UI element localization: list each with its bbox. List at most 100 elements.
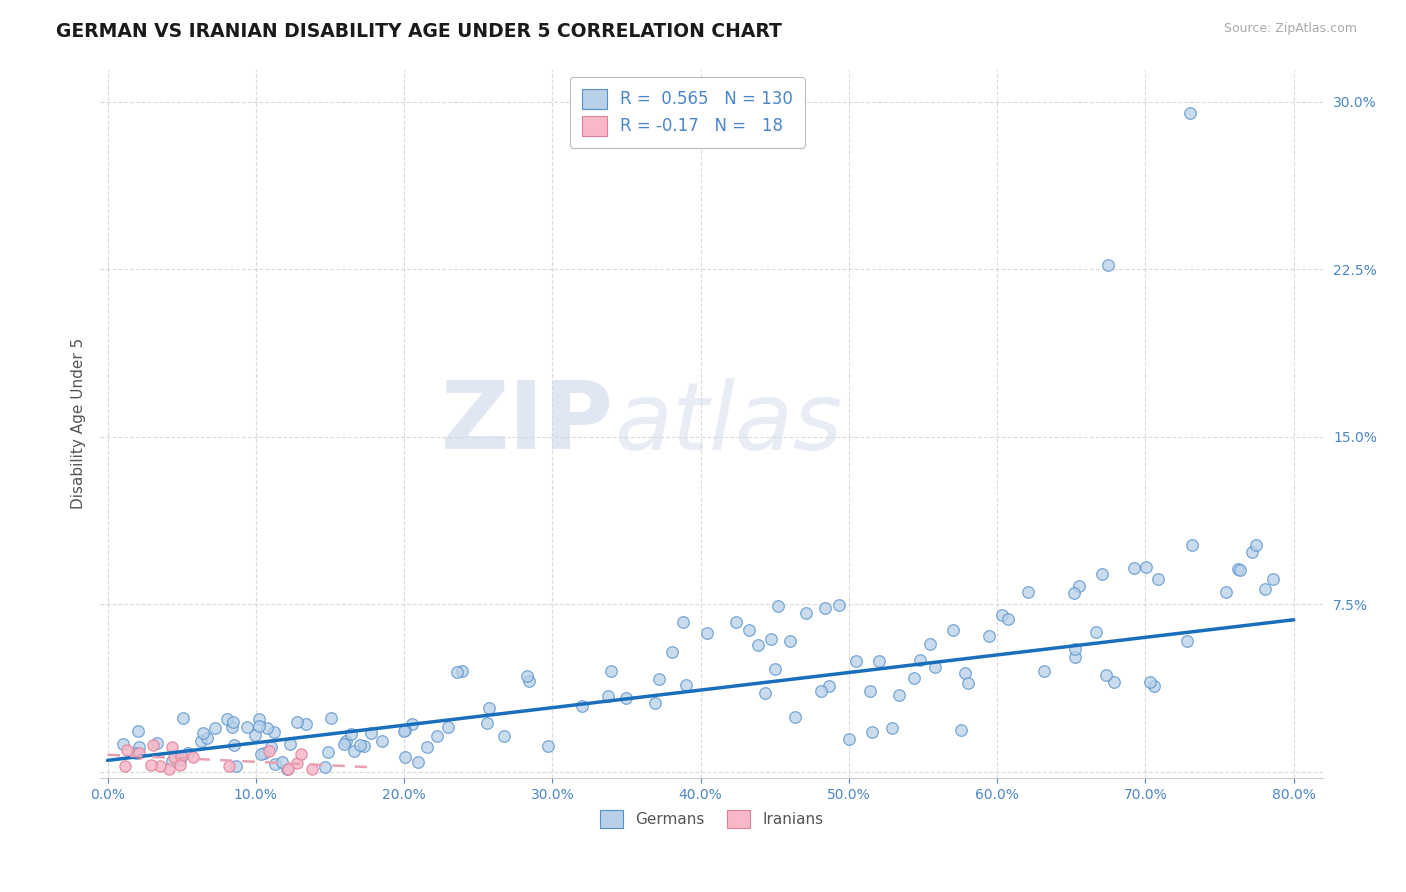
Point <box>977 629 1000 643</box>
Point <box>1226 562 1249 576</box>
Point <box>672 615 695 630</box>
Point <box>426 730 449 744</box>
Point <box>222 739 245 753</box>
Text: GERMAN VS IRANIAN DISABILITY AGE UNDER 5 CORRELATION CHART: GERMAN VS IRANIAN DISABILITY AGE UNDER 5… <box>56 22 782 41</box>
Point <box>950 723 973 737</box>
Point <box>763 662 786 676</box>
Point <box>1143 679 1166 693</box>
Point <box>598 689 620 703</box>
Point <box>127 724 149 739</box>
Point <box>222 715 245 730</box>
Point <box>333 737 356 751</box>
Point <box>1017 584 1039 599</box>
Point <box>1033 664 1056 678</box>
Point <box>115 743 138 757</box>
Point <box>343 744 366 758</box>
Point <box>169 757 191 772</box>
Point <box>1178 106 1201 120</box>
Point <box>675 678 697 692</box>
Point <box>181 750 204 764</box>
Point <box>1139 674 1161 689</box>
Point <box>270 755 292 769</box>
Point <box>314 760 336 774</box>
Point <box>221 720 243 734</box>
Point <box>243 728 266 742</box>
Point <box>128 746 150 760</box>
Point <box>647 672 669 686</box>
Point <box>475 716 498 731</box>
Point <box>478 701 501 715</box>
Point <box>204 721 226 735</box>
Point <box>250 747 273 762</box>
Text: Source: ZipAtlas.com: Source: ZipAtlas.com <box>1223 22 1357 36</box>
Point <box>600 664 623 678</box>
Point <box>1215 585 1237 599</box>
Point <box>1063 585 1085 599</box>
Point <box>114 759 136 773</box>
Point <box>146 736 169 750</box>
Point <box>287 756 309 771</box>
Point <box>172 710 194 724</box>
Point <box>259 744 281 758</box>
Point <box>290 747 312 761</box>
Point <box>571 698 593 713</box>
Point <box>406 756 429 770</box>
Point <box>170 749 193 764</box>
Point <box>191 726 214 740</box>
Point <box>394 749 416 764</box>
Point <box>149 759 172 773</box>
Point <box>169 754 191 768</box>
Point <box>157 762 180 776</box>
Point <box>436 719 458 733</box>
Point <box>394 723 416 737</box>
Point <box>1261 572 1284 586</box>
Point <box>321 711 343 725</box>
Point <box>247 719 270 733</box>
Point <box>349 738 371 752</box>
Point <box>810 683 832 698</box>
Point <box>868 655 890 669</box>
Point <box>287 714 309 729</box>
Point <box>278 738 301 752</box>
Point <box>887 688 910 702</box>
Point <box>759 632 782 646</box>
Point <box>1240 545 1263 559</box>
Point <box>738 623 761 637</box>
Point <box>1181 538 1204 552</box>
Point <box>260 740 283 755</box>
Point <box>1094 667 1116 681</box>
Point <box>163 750 186 764</box>
Point <box>844 654 866 668</box>
Point <box>1064 650 1087 665</box>
Point <box>661 644 683 658</box>
Point <box>991 607 1014 622</box>
Point <box>401 716 423 731</box>
Point <box>225 759 247 773</box>
Point <box>301 762 323 776</box>
Point <box>827 598 849 612</box>
Point <box>817 679 839 693</box>
Point <box>814 600 837 615</box>
Point <box>392 723 415 738</box>
Point <box>253 746 276 760</box>
Point <box>1084 625 1107 640</box>
Point <box>415 740 437 755</box>
Point <box>1091 567 1114 582</box>
Point <box>766 599 789 613</box>
Point <box>644 696 666 710</box>
Point <box>335 734 357 748</box>
Point <box>295 717 318 731</box>
Point <box>371 734 394 748</box>
Point <box>696 626 718 640</box>
Point <box>277 762 299 776</box>
Point <box>263 725 285 739</box>
Point <box>614 690 637 705</box>
Point <box>779 633 801 648</box>
Text: atlas: atlas <box>614 378 842 469</box>
Point <box>360 725 382 739</box>
Point <box>783 710 806 724</box>
Point <box>880 722 903 736</box>
Point <box>217 712 239 726</box>
Point <box>1177 633 1199 648</box>
Point <box>162 755 184 769</box>
